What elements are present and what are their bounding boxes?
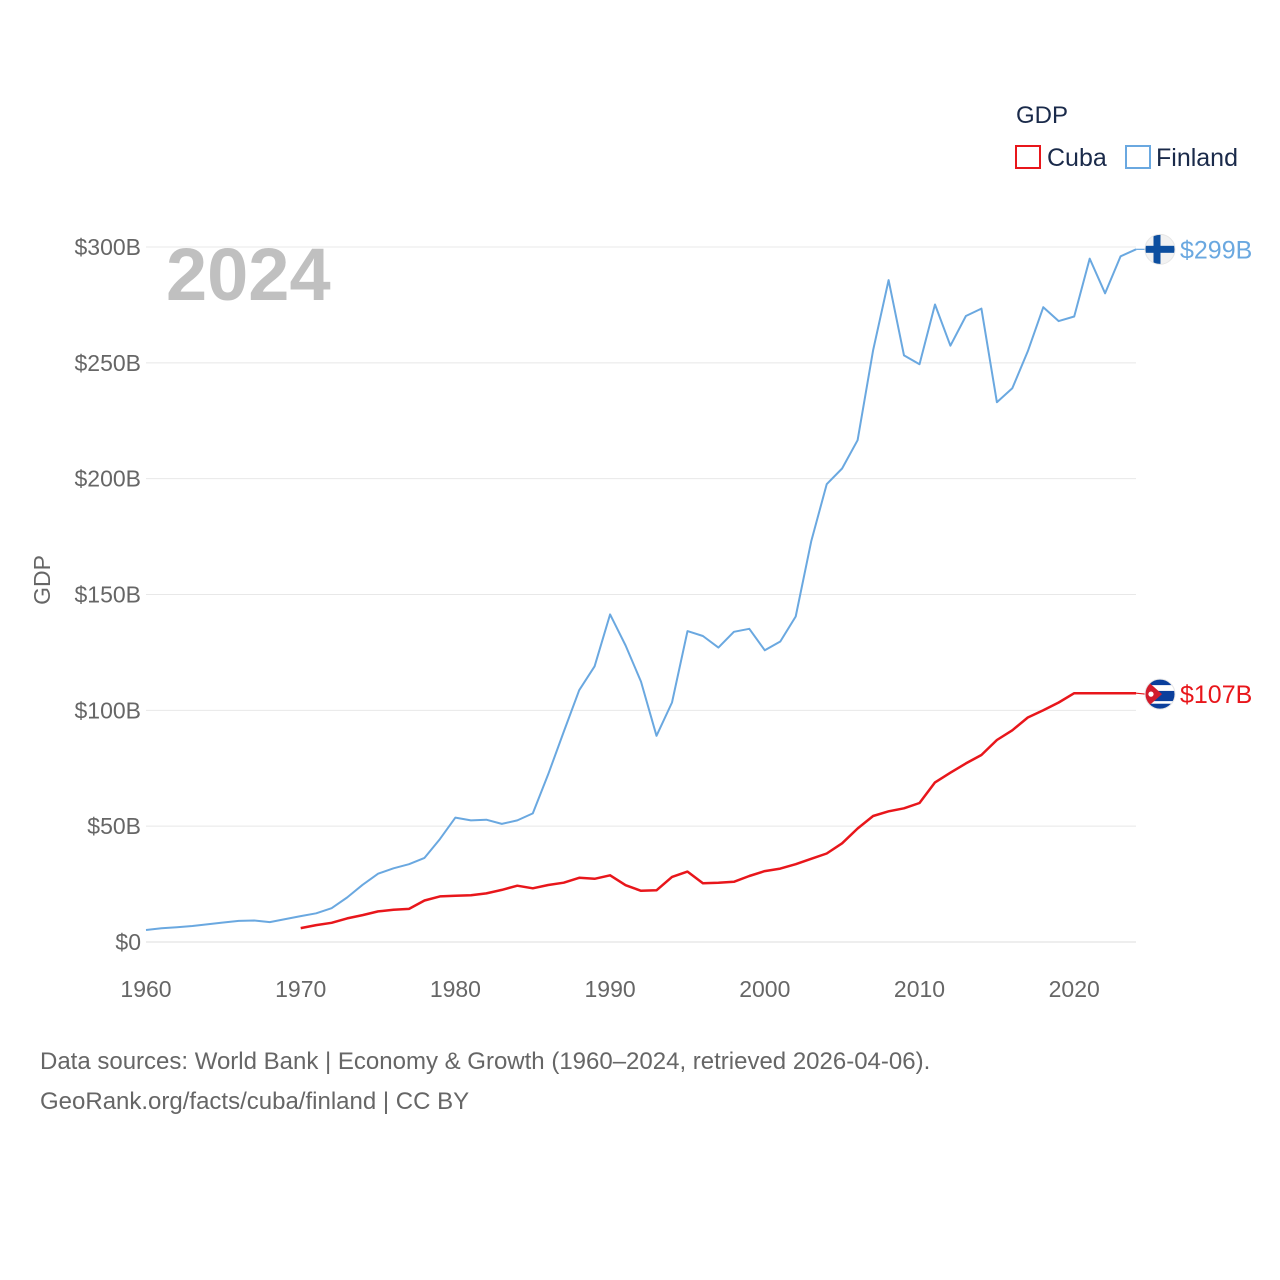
legend: GDP Cuba Finland bbox=[1015, 102, 1238, 172]
legend-swatch-cuba bbox=[1015, 145, 1041, 169]
y-tick-label: $100B bbox=[74, 697, 141, 723]
leader-line-cuba bbox=[1136, 692, 1147, 695]
legend-title: GDP bbox=[1016, 102, 1068, 129]
end-value-label-cuba: $107B bbox=[1180, 681, 1252, 709]
x-axis-ticks: 1960 1970 1980 1990 2000 2010 2020 bbox=[120, 976, 1099, 1002]
series-end-markers: $107B $299B bbox=[1136, 233, 1252, 710]
x-tick-label: 2020 bbox=[1049, 976, 1100, 1002]
x-tick-label: 1960 bbox=[120, 976, 171, 1002]
gdp-line-chart: $0 $50B $100B $150B $200B $250B $300B 1960 1970… bbox=[29, 102, 1252, 1002]
y-axis-ticks: $0 $50B $100B $150B $200B $250B $300B bbox=[74, 234, 141, 955]
gridlines bbox=[146, 246, 1136, 943]
year-label: 2024 bbox=[166, 233, 331, 316]
source-line-2: GeoRank.org/facts/cuba/finland | CC BY bbox=[40, 1088, 470, 1115]
x-tick-label: 2010 bbox=[894, 976, 945, 1002]
data-source-note: Data sources: World Bank | Economy & Gro… bbox=[40, 1042, 930, 1122]
x-tick-label: 1970 bbox=[275, 976, 326, 1002]
end-value-label-finland: $299B bbox=[1180, 236, 1252, 264]
y-tick-label: $0 bbox=[115, 929, 141, 955]
x-tick-label: 1980 bbox=[430, 976, 481, 1002]
series-lines bbox=[145, 248, 1137, 931]
series-line-cuba bbox=[300, 691, 1137, 930]
y-tick-label: $250B bbox=[74, 350, 141, 376]
y-tick-label: $150B bbox=[74, 582, 141, 608]
y-tick-label: $200B bbox=[74, 466, 141, 492]
finland-flag-icon bbox=[1144, 233, 1176, 265]
x-tick-label: 2000 bbox=[739, 976, 790, 1002]
cuba-flag-icon bbox=[1144, 678, 1176, 710]
legend-swatch-finland bbox=[1125, 145, 1151, 169]
y-tick-label: $300B bbox=[74, 234, 141, 260]
x-tick-label: 1990 bbox=[585, 976, 636, 1002]
y-axis-title: GDP bbox=[29, 555, 55, 605]
source-line-1: Data sources: World Bank | Economy & Gro… bbox=[40, 1048, 931, 1075]
series-line-finland bbox=[145, 248, 1137, 931]
legend-label-cuba: Cuba bbox=[1047, 144, 1107, 172]
legend-label-finland: Finland bbox=[1156, 144, 1238, 172]
y-tick-label: $50B bbox=[87, 813, 141, 839]
